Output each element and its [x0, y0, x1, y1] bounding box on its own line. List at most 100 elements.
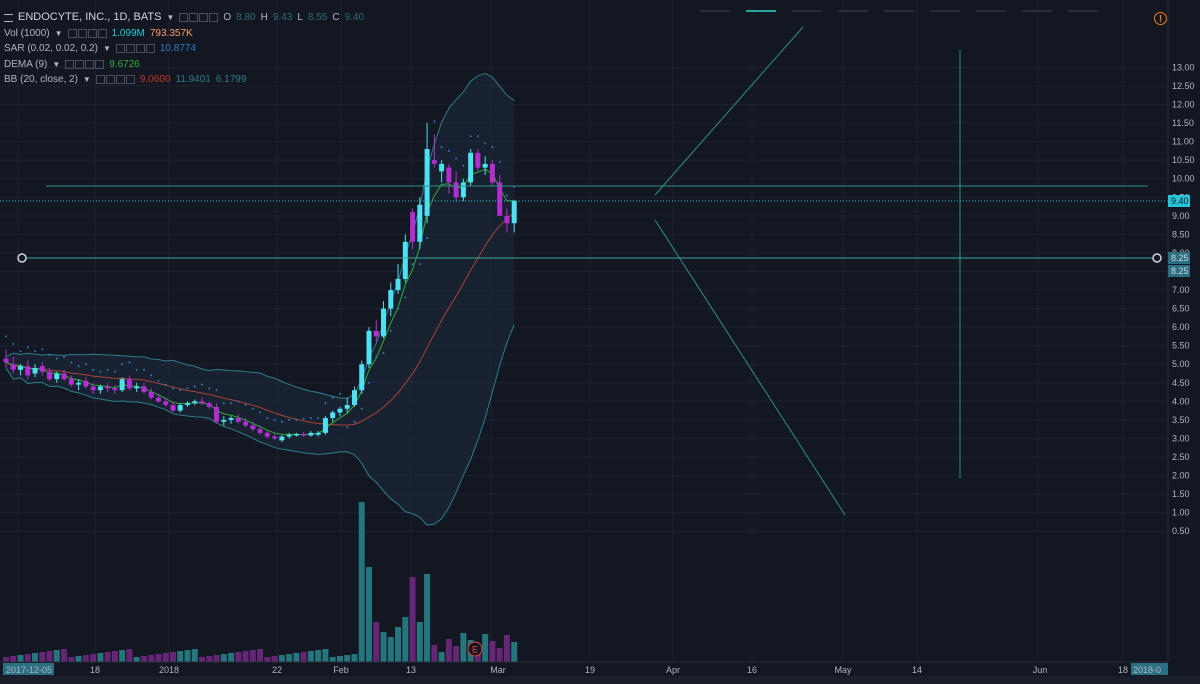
sar-dot — [55, 357, 58, 360]
toolbar-button[interactable] — [976, 0, 1006, 12]
volume-bar — [53, 650, 60, 662]
candle — [68, 375, 74, 387]
chevron-down-icon[interactable]: ▼ — [166, 13, 175, 22]
bottom-toolbar[interactable] — [0, 676, 1200, 684]
indicator-label[interactable]: SAR (0.02, 0.02, 0.2) — [4, 43, 98, 54]
volume-bar — [148, 655, 155, 662]
candle — [90, 382, 96, 394]
volume-bar — [61, 649, 68, 662]
volume-bar — [39, 652, 46, 662]
legend-menu-icon[interactable] — [4, 13, 13, 22]
volume-bar — [206, 656, 213, 662]
candle — [431, 134, 437, 168]
volume-bar — [104, 652, 111, 662]
ray-handle-right[interactable] — [1152, 253, 1162, 263]
trend-line-down — [654, 219, 846, 516]
sar-dot — [273, 418, 276, 421]
sar-dot — [462, 164, 465, 167]
volume-bar — [315, 650, 322, 662]
indicator-controls[interactable] — [65, 59, 105, 69]
sar-dot — [34, 350, 37, 353]
sar-dot — [353, 420, 356, 423]
volume-bar — [511, 642, 518, 662]
indicator-row-vol[interactable]: Vol (1000) ▼ 1.099M 793.357K — [4, 26, 364, 42]
volume-bar — [387, 637, 394, 662]
sar-dot — [106, 368, 109, 371]
symbol-title[interactable]: ENDOCYTE, INC., 1D, BATS — [18, 11, 162, 23]
candle — [308, 431, 314, 437]
toolbar-button[interactable] — [746, 0, 776, 12]
bb-fill — [6, 73, 515, 526]
toolbar-button[interactable] — [884, 0, 914, 12]
warning-icon[interactable]: ! — [1154, 12, 1167, 25]
volume-bar — [199, 657, 206, 662]
toolbar-button[interactable] — [1068, 0, 1098, 12]
price-tick-label: 1.50 — [1172, 489, 1190, 499]
indicator-label[interactable]: Vol (1000) — [4, 27, 50, 39]
volume-bar — [416, 622, 423, 662]
volume-bar — [395, 627, 402, 662]
candle — [373, 319, 379, 342]
sar-dot — [309, 417, 312, 420]
volume-bar — [213, 655, 220, 662]
volume-bar — [111, 651, 118, 662]
price-tick-label: 2.50 — [1172, 452, 1190, 462]
chevron-down-icon[interactable]: ▼ — [82, 75, 91, 84]
symbol-controls[interactable] — [179, 13, 219, 23]
sar-dot — [164, 383, 167, 386]
toolbar-button[interactable] — [930, 0, 960, 12]
sar-dot — [295, 418, 298, 421]
sar-dot — [476, 135, 479, 138]
sar-dot — [84, 363, 87, 366]
sar-dot — [70, 361, 73, 364]
indicator-row-sar[interactable]: SAR (0.02, 0.02, 0.2) ▼ 10.8774 — [4, 41, 364, 57]
indicator-row-dema[interactable]: DEMA (9) ▼ 9.6726 — [4, 57, 364, 73]
candle — [279, 434, 285, 443]
ray-handle-left[interactable] — [17, 253, 27, 263]
indicator-controls[interactable] — [67, 28, 107, 38]
indicator-label[interactable]: BB (20, close, 2) — [4, 74, 78, 85]
indicator-value: 9.0600 — [139, 74, 171, 85]
symbol-row: ENDOCYTE, INC., 1D, BATS ▼ O 8.80 H 9.43 L… — [4, 10, 364, 26]
price-tick-label: 2.00 — [1172, 471, 1190, 481]
price-tick-label: 13.00 — [1172, 62, 1195, 72]
volume-bar — [271, 656, 278, 662]
sar-dot — [447, 149, 450, 152]
line-price-label: 8.25 — [1171, 253, 1189, 263]
toolbar-button[interactable] — [1022, 0, 1052, 12]
indicator-row-bb[interactable]: BB (20, close, 2) ▼ 9.0600 11.9401 6.179… — [4, 72, 364, 88]
candle — [126, 375, 132, 391]
indicator-label[interactable]: DEMA (9) — [4, 58, 48, 70]
volume-bar — [220, 654, 227, 662]
indicator-controls[interactable] — [95, 75, 135, 85]
ohlc-close-label: C — [332, 12, 340, 23]
toolbar-button[interactable] — [838, 0, 868, 12]
candle — [402, 234, 408, 283]
toolbar-button[interactable] — [700, 0, 730, 12]
candle — [134, 382, 140, 393]
sar-dot — [397, 307, 400, 310]
sar-dot — [505, 194, 508, 197]
candle — [25, 360, 31, 380]
indicator-controls[interactable] — [115, 44, 155, 54]
volume-bar — [329, 657, 336, 662]
volume-bar — [489, 641, 496, 662]
chevron-down-icon[interactable]: ▼ — [102, 44, 111, 53]
time-tick-label: Apr — [666, 665, 680, 675]
chevron-down-icon[interactable]: ▼ — [54, 28, 63, 38]
volume-bar — [169, 652, 176, 662]
volume-bar — [228, 653, 235, 662]
sar-dot — [382, 352, 385, 355]
volume-bar — [191, 649, 198, 662]
indicator-value: 11.9401 — [175, 74, 211, 85]
time-tick-label: 19 — [585, 665, 595, 675]
indicator-value: 1.099M — [111, 27, 145, 39]
sar-dot — [186, 387, 189, 390]
top-toolbar[interactable] — [700, 0, 1098, 12]
toolbar-button[interactable] — [792, 0, 822, 12]
chevron-down-icon[interactable]: ▼ — [52, 59, 61, 69]
volume-bar — [82, 655, 89, 662]
sar-dot — [63, 355, 66, 358]
volume-bar — [249, 650, 256, 662]
